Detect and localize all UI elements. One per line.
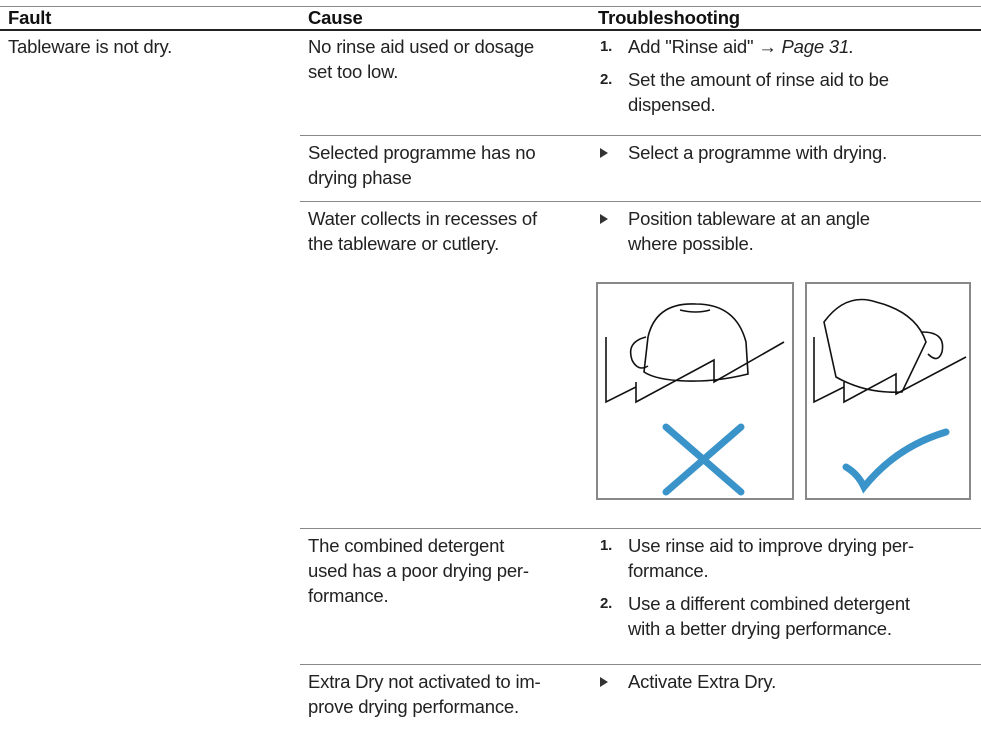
step-text: Use a different combined detergent [628, 593, 910, 614]
rule [0, 6, 981, 7]
step-text: Select a programme with drying. [628, 142, 888, 163]
header: Troubleshooting [598, 7, 740, 28]
step-number: 2. [600, 595, 613, 612]
bullet [600, 214, 608, 224]
cause: Extra Dry not activated to im- [308, 671, 541, 692]
step-text: formance. [628, 560, 709, 581]
step-text: with a better drying performance. [628, 618, 892, 639]
cause: Selected programme has no [308, 142, 536, 163]
step-number: 2. [600, 71, 613, 88]
cause: prove drying performance. [308, 696, 519, 717]
cause: the tableware or cutlery. [308, 233, 500, 254]
cause: formance. [308, 585, 389, 606]
rule [300, 135, 981, 136]
cause: No rinse aid used or dosage [308, 36, 534, 57]
rule [300, 528, 981, 529]
step-text: dispensed. [628, 94, 716, 115]
step-text: Position tableware at an angle [628, 208, 870, 229]
cause: drying phase [308, 167, 412, 188]
header: Cause [308, 7, 363, 28]
step-text: Use rinse aid to improve drying per- [628, 535, 914, 556]
fault: Tableware is not dry. [8, 36, 173, 57]
step-line: Add "Rinse aid" → Page 31. [628, 34, 854, 59]
step-number: 1. [600, 537, 613, 554]
rule [300, 201, 981, 202]
header: Fault [8, 7, 52, 28]
bullet [600, 148, 608, 158]
rule [300, 664, 981, 665]
step-text: Add "Rinse aid" → [628, 36, 777, 57]
illustration [596, 282, 971, 500]
cause: The combined detergent [308, 535, 505, 556]
cause: set too low. [308, 61, 399, 82]
rule [0, 29, 981, 31]
cause: used has a poor drying per- [308, 560, 529, 581]
step-text: where possible. [628, 233, 754, 254]
step-text: Activate Extra Dry. [628, 671, 777, 692]
step-text: Set the amount of rinse aid to be [628, 69, 889, 90]
bullet [600, 677, 608, 687]
step-number: 1. [600, 38, 613, 55]
page-ref: Page 31. [781, 36, 855, 57]
cause: Water collects in recesses of [308, 208, 537, 229]
